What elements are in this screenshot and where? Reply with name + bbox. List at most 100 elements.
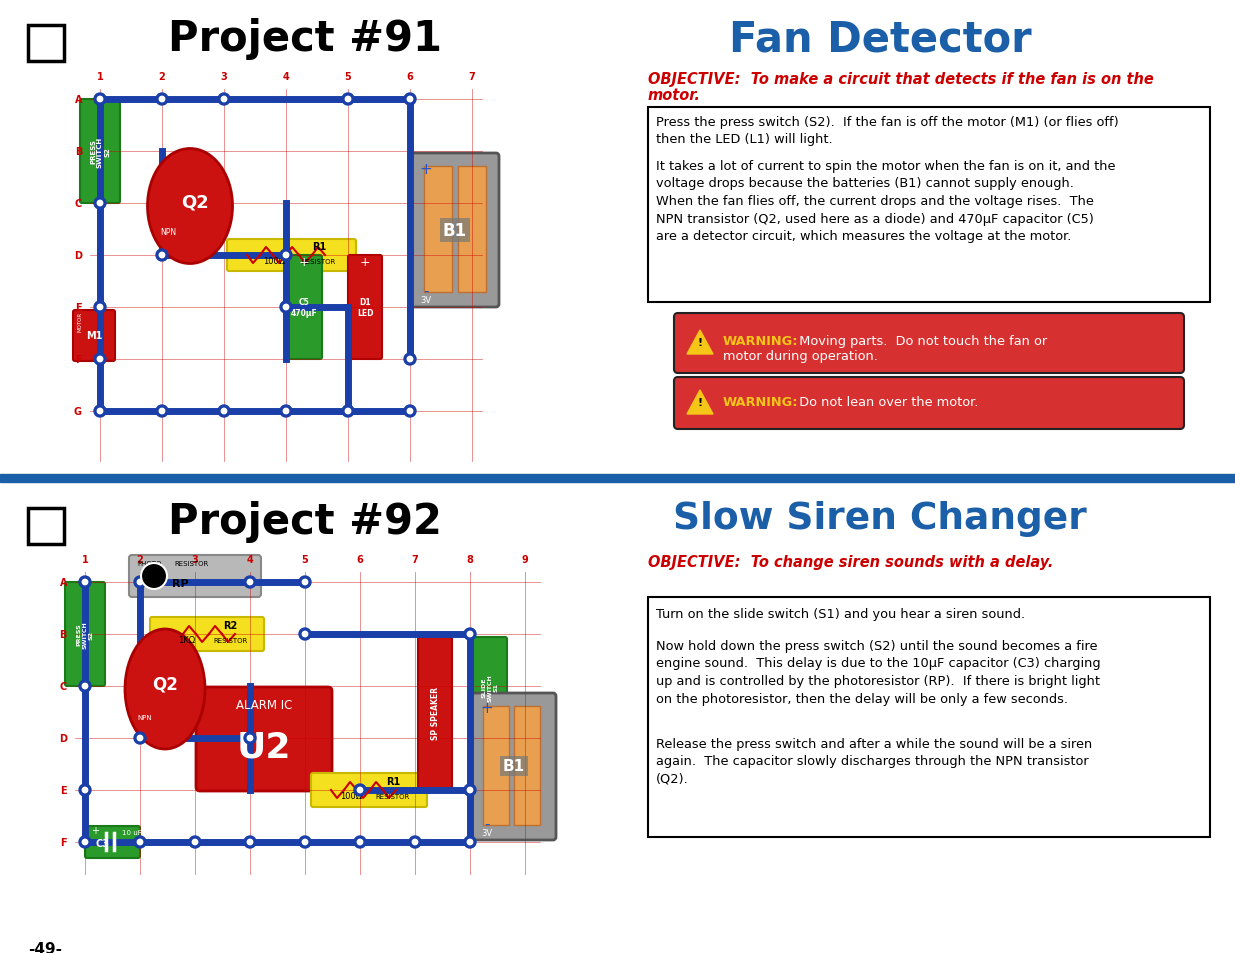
Text: Press the press switch (S2).  If the fan is off the motor (M1) (or flies off)
th: Press the press switch (S2). If the fan … xyxy=(656,116,1119,147)
Text: Q2: Q2 xyxy=(182,193,209,211)
Text: Do not lean over the motor.: Do not lean over the motor. xyxy=(790,395,978,409)
Circle shape xyxy=(247,579,253,585)
Bar xyxy=(648,108,1210,303)
Bar xyxy=(483,706,509,825)
Text: 2: 2 xyxy=(158,71,165,82)
Circle shape xyxy=(156,94,168,106)
Polygon shape xyxy=(687,391,713,415)
Text: B1: B1 xyxy=(503,759,525,774)
Text: RESISTOR: RESISTOR xyxy=(301,258,336,265)
Circle shape xyxy=(83,579,88,585)
Text: OBJECTIVE:  To change siren sounds with a delay.: OBJECTIVE: To change siren sounds with a… xyxy=(648,555,1053,569)
Text: SLIDE
SWITCH
S1: SLIDE SWITCH S1 xyxy=(482,674,498,701)
Circle shape xyxy=(303,579,308,585)
Text: Release the press switch and after a while the sound will be a siren
again.  The: Release the press switch and after a whi… xyxy=(656,738,1092,785)
Text: E: E xyxy=(75,303,82,313)
Circle shape xyxy=(98,305,103,311)
Text: Moving parts.  Do not touch the fan or: Moving parts. Do not touch the fan or xyxy=(790,335,1047,348)
Text: motor.: motor. xyxy=(648,88,701,103)
Text: -49-: -49- xyxy=(28,941,62,953)
Text: +: + xyxy=(359,256,370,269)
Circle shape xyxy=(193,840,198,844)
Text: 7: 7 xyxy=(468,71,475,82)
Text: 4: 4 xyxy=(283,71,289,82)
Text: C: C xyxy=(59,681,67,691)
FancyBboxPatch shape xyxy=(411,153,499,308)
Ellipse shape xyxy=(147,150,232,264)
Text: 5: 5 xyxy=(301,555,309,564)
Circle shape xyxy=(354,836,366,848)
Circle shape xyxy=(464,628,475,640)
Text: R2: R2 xyxy=(222,620,237,630)
Circle shape xyxy=(467,787,473,793)
Text: Q2: Q2 xyxy=(152,676,178,693)
Bar xyxy=(28,26,64,62)
Circle shape xyxy=(79,836,91,848)
Circle shape xyxy=(283,409,289,415)
Circle shape xyxy=(219,94,230,106)
Text: It takes a lot of current to spin the motor when the fan is on it, and the
volta: It takes a lot of current to spin the mo… xyxy=(656,160,1115,243)
Bar xyxy=(28,509,64,544)
Circle shape xyxy=(83,840,88,844)
Text: WARNING:: WARNING: xyxy=(722,395,799,409)
Circle shape xyxy=(137,579,143,585)
Circle shape xyxy=(357,840,363,844)
Circle shape xyxy=(94,406,106,417)
Circle shape xyxy=(467,632,473,637)
Circle shape xyxy=(299,836,311,848)
Text: 4: 4 xyxy=(247,555,253,564)
Circle shape xyxy=(135,577,146,588)
Circle shape xyxy=(156,250,168,262)
FancyBboxPatch shape xyxy=(348,255,382,359)
Circle shape xyxy=(342,406,354,417)
Text: R1: R1 xyxy=(385,776,400,786)
Circle shape xyxy=(299,577,311,588)
FancyBboxPatch shape xyxy=(287,255,322,359)
Circle shape xyxy=(94,198,106,210)
Text: -: - xyxy=(424,283,429,298)
Circle shape xyxy=(464,784,475,796)
FancyBboxPatch shape xyxy=(227,240,356,272)
Text: motor during operation.: motor during operation. xyxy=(722,350,878,363)
Text: PHOTO: PHOTO xyxy=(137,560,162,566)
Circle shape xyxy=(83,787,88,793)
Text: 10 uF: 10 uF xyxy=(122,829,142,835)
Bar xyxy=(458,167,487,293)
Circle shape xyxy=(245,577,256,588)
Text: E: E xyxy=(61,785,67,795)
Bar xyxy=(0,475,1235,482)
Circle shape xyxy=(137,736,143,740)
Circle shape xyxy=(346,97,351,103)
Circle shape xyxy=(159,409,164,415)
Circle shape xyxy=(354,784,366,796)
Text: F: F xyxy=(75,355,82,365)
Circle shape xyxy=(283,305,289,311)
Text: MOTOR: MOTOR xyxy=(78,312,83,332)
Circle shape xyxy=(303,632,308,637)
Text: 1: 1 xyxy=(82,555,89,564)
Circle shape xyxy=(159,253,164,258)
Circle shape xyxy=(408,97,412,103)
Circle shape xyxy=(404,94,416,106)
Text: ALARM IC: ALARM IC xyxy=(236,699,293,712)
Circle shape xyxy=(404,354,416,366)
Circle shape xyxy=(408,409,412,415)
Text: 100Ω: 100Ω xyxy=(263,256,285,266)
Circle shape xyxy=(247,840,253,844)
Circle shape xyxy=(408,357,412,362)
Circle shape xyxy=(98,201,103,207)
Text: D: D xyxy=(74,251,82,261)
Circle shape xyxy=(159,97,164,103)
Circle shape xyxy=(94,354,106,366)
Text: Project #92: Project #92 xyxy=(168,500,442,542)
FancyBboxPatch shape xyxy=(196,687,332,791)
FancyBboxPatch shape xyxy=(674,314,1184,374)
Circle shape xyxy=(94,302,106,314)
Circle shape xyxy=(79,784,91,796)
Ellipse shape xyxy=(125,629,205,749)
Text: -: - xyxy=(484,816,490,831)
Text: OBJECTIVE:  To make a circuit that detects if the fan is on the: OBJECTIVE: To make a circuit that detect… xyxy=(648,71,1153,87)
Text: Fan Detector: Fan Detector xyxy=(729,18,1031,60)
FancyBboxPatch shape xyxy=(65,582,105,686)
FancyBboxPatch shape xyxy=(417,638,452,789)
